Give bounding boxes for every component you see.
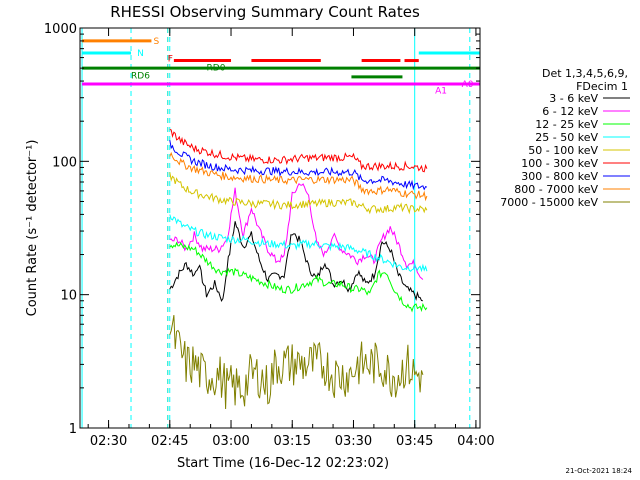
series-line-6 [169,140,428,191]
series-line-8 [169,315,424,410]
x-tick-label-6: 04:00 [457,434,494,449]
legend-label-7: 800 - 7000 keV [514,183,598,196]
annotation-a0: A0 [462,80,474,90]
legend-label-0: 3 - 6 keV [549,92,598,105]
legend-label-3: 25 - 50 keV [535,131,598,144]
y-tick-label-2: 100 [52,155,77,170]
annotation-n: N [137,49,144,59]
series-line-2 [169,241,428,313]
legend-label-6: 300 - 800 keV [521,170,598,183]
annotation-rd0: RD0 [207,64,226,74]
series-line-5 [169,128,428,173]
x-tick-label-4: 03:30 [335,434,372,449]
x-tick-label-1: 02:45 [151,434,188,449]
annotation-s: S [153,37,159,47]
series-line-3 [169,214,428,273]
vertical-markers [81,28,471,428]
plot-frame [79,27,481,429]
y-tick-label-0: 1 [69,422,77,437]
annotation-rd6: RD6 [131,72,150,82]
legend-label-5: 100 - 300 keV [521,157,598,170]
x-tick-label-0: 02:30 [90,434,127,449]
x-tick-label-3: 03:15 [274,434,311,449]
y-axis-label: Count Rate (s⁻¹ detector⁻¹) [25,140,40,317]
y-axis: 1 10 100 1000 [44,22,480,437]
x-tick-label-2: 03:00 [212,434,249,449]
legend-label-4: 50 - 100 keV [528,144,598,157]
legend-label-2: 12 - 25 keV [535,118,598,131]
annotation-a1: A1 [435,86,447,96]
flag-bars: SN F RD0 RD6 A1 A0 [82,37,480,96]
legend-header-1: FDecim 1 [576,80,628,93]
legend-label-8: 7000 - 15000 keV [500,196,598,209]
annotation-f: F [168,55,173,65]
series-lines [169,128,428,410]
date-stamp: 21-Oct-2021 18:24 [566,467,633,475]
y-tick-label-3: 1000 [44,22,77,37]
y-tick-label-1: 10 [60,289,77,304]
series-line-1 [169,183,424,280]
x-tick-label-5: 03:45 [396,434,433,449]
series-line-7 [169,151,428,202]
legend-label-1: 6 - 12 keV [542,105,598,118]
series-line-0 [169,221,423,302]
x-axis: 02:30 02:45 03:00 03:15 03:30 03:45 04:00 [87,28,495,449]
x-axis-label: Start Time (16-Dec-12 02:23:02) [177,456,389,471]
chart-title: RHESSI Observing Summary Count Rates [110,3,420,21]
series-line-4 [169,172,428,215]
legend-header-0: Det 1,3,4,5,6,9, [542,67,628,80]
